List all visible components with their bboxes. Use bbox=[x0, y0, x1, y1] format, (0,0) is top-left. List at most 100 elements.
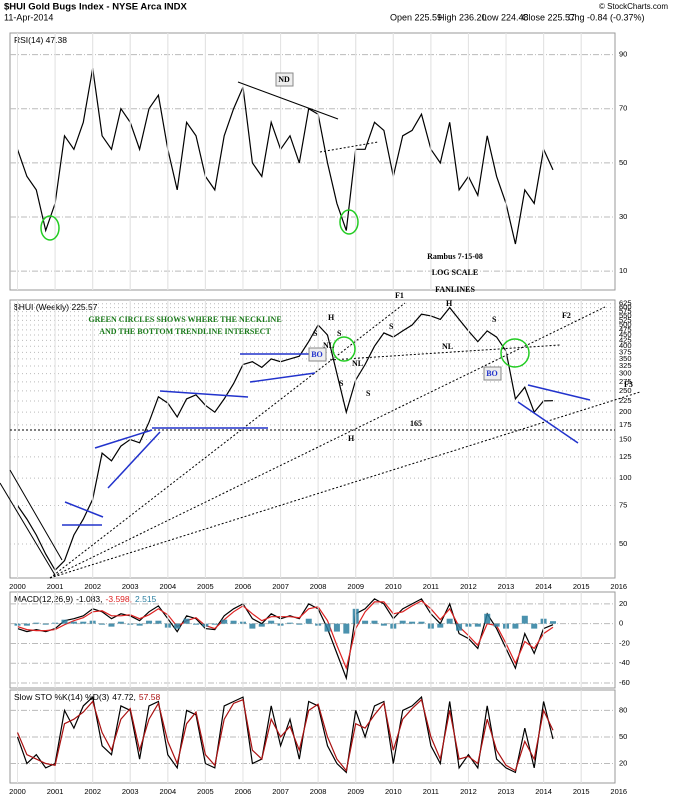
y-tick-label: 600 bbox=[619, 303, 632, 312]
x-tick-label: 2003 bbox=[122, 582, 139, 591]
annotation: H bbox=[328, 313, 335, 322]
x-tick-label: 2008 bbox=[310, 582, 327, 591]
annotation: S bbox=[366, 389, 371, 398]
x-tick-label: 2000 bbox=[9, 787, 26, 796]
histogram-bar bbox=[531, 623, 538, 629]
annotation: NL bbox=[352, 359, 363, 368]
annotation: Rambus 7-15-08 bbox=[427, 252, 483, 261]
panel-label-part: MACD(12,26,9) bbox=[14, 594, 73, 604]
trendline bbox=[319, 141, 379, 153]
green-circle bbox=[40, 215, 60, 241]
x-tick-label: 2012 bbox=[460, 582, 477, 591]
x-tick-label: 2005 bbox=[197, 582, 214, 591]
y-tick-label: 550 bbox=[619, 311, 632, 320]
panel-label-part: 57.58 bbox=[139, 692, 161, 702]
y-tick-label: 400 bbox=[619, 341, 632, 350]
flag-line bbox=[64, 501, 104, 518]
annotation: F1 bbox=[395, 291, 404, 300]
x-tick-label: 2010 bbox=[385, 582, 402, 591]
y-tick-label: 175 bbox=[619, 420, 632, 429]
histogram-bar bbox=[211, 623, 218, 625]
histogram-bar bbox=[183, 618, 190, 624]
histogram-bar bbox=[33, 622, 40, 624]
annotations: ND Rambus 7-15-08 LOG SCALE FANLINES F1 … bbox=[88, 75, 633, 443]
histogram-bar bbox=[399, 620, 406, 624]
x-tick-label: 2004 bbox=[159, 582, 176, 591]
histogram-bar bbox=[343, 623, 350, 634]
annotation: BO bbox=[486, 369, 498, 378]
annotation: F3 bbox=[624, 380, 633, 389]
panel-label-part: $HUI (Weekly) 225.57 bbox=[14, 302, 98, 312]
y-tick-label: 70 bbox=[619, 104, 627, 113]
panel-label: Slow STO %K(14) %D(3) 47.72, 57.58 bbox=[14, 692, 160, 702]
header-title: $HUI Gold Bugs Index - NYSE Arca INDX bbox=[4, 2, 187, 13]
annotation: S bbox=[389, 322, 394, 331]
annotation: LOG SCALE bbox=[432, 268, 478, 277]
trendlines bbox=[0, 72, 641, 579]
x-tick-label: 2013 bbox=[498, 787, 515, 796]
y-tick-label: 575 bbox=[619, 307, 632, 316]
histogram-bar bbox=[230, 620, 237, 624]
annotation: S bbox=[313, 329, 318, 338]
histogram-bar bbox=[380, 623, 387, 626]
x-tick-label: 2002 bbox=[84, 787, 101, 796]
panel-label-part: Slow STO %K(14) %D(3) bbox=[14, 692, 109, 702]
y-tick-label: 250 bbox=[619, 386, 632, 395]
histogram-bar bbox=[221, 619, 228, 624]
y-tick-label: 0 bbox=[619, 619, 623, 628]
annotation: NL bbox=[442, 342, 453, 351]
series-line bbox=[16, 698, 554, 772]
green-circle bbox=[339, 209, 359, 235]
annotation: S bbox=[337, 329, 342, 338]
annotation: FANLINES bbox=[435, 285, 475, 294]
annotation: NL bbox=[323, 341, 334, 350]
header-stat: High 236.20 bbox=[438, 12, 487, 22]
panel-label-part: -3.598, bbox=[106, 594, 132, 604]
y-tick-label: 625 bbox=[619, 299, 632, 308]
x-tick-label: 2009 bbox=[347, 582, 364, 591]
annotation: H bbox=[348, 434, 355, 443]
histogram-bar bbox=[258, 623, 265, 627]
histogram-bar bbox=[80, 621, 87, 624]
histogram-bar bbox=[456, 623, 463, 631]
panel-frame bbox=[9, 299, 616, 579]
trendline bbox=[237, 81, 339, 120]
y-tick-label: 90 bbox=[619, 50, 627, 59]
x-tick-label: 2011 bbox=[423, 582, 439, 591]
y-tick-label: 50 bbox=[619, 732, 627, 741]
y-tick-label: 20 bbox=[619, 599, 627, 608]
y-tick-label: 275 bbox=[619, 377, 632, 386]
neckline bbox=[329, 344, 561, 361]
panel-frame bbox=[9, 591, 616, 689]
y-tick-label: 450 bbox=[619, 330, 632, 339]
histogram-bar bbox=[174, 623, 181, 629]
x-tick-label: 2014 bbox=[535, 582, 552, 591]
y-tick-label: 10 bbox=[619, 266, 627, 275]
flag-line bbox=[517, 401, 579, 444]
panels: 10 30 50 70 90 RSI(14) 47.38 50 75 100 125 150 175 2… bbox=[9, 32, 632, 796]
x-tick-label: 2011 bbox=[423, 787, 439, 796]
y-tick-label: 325 bbox=[619, 361, 632, 370]
y-tick-label: 350 bbox=[619, 354, 632, 363]
y-tick-label: 30 bbox=[619, 212, 627, 221]
histogram-bar bbox=[42, 623, 49, 625]
flag-line bbox=[249, 372, 316, 383]
annotation: BO bbox=[311, 350, 323, 359]
histogram-bar bbox=[108, 623, 115, 627]
panel-frame bbox=[9, 32, 616, 291]
annotation: H bbox=[446, 299, 453, 308]
histogram-bar bbox=[99, 623, 106, 625]
x-tick-label: 2008 bbox=[310, 787, 327, 796]
panel-label: RSI(14) 47.38 bbox=[14, 35, 67, 45]
histogram-bar bbox=[193, 623, 200, 625]
histogram-bar bbox=[23, 623, 30, 626]
histogram-bar bbox=[268, 620, 275, 624]
x-tick-label: 2001 bbox=[47, 787, 64, 796]
histogram-bar bbox=[286, 622, 293, 624]
x-tick-label: 2000 bbox=[9, 582, 26, 591]
histogram-bar bbox=[324, 623, 331, 632]
x-tick-label: 2016 bbox=[610, 787, 627, 796]
x-tick-label: 2015 bbox=[573, 582, 590, 591]
x-tick-label: 2016 bbox=[610, 582, 627, 591]
trendline bbox=[9, 469, 63, 561]
